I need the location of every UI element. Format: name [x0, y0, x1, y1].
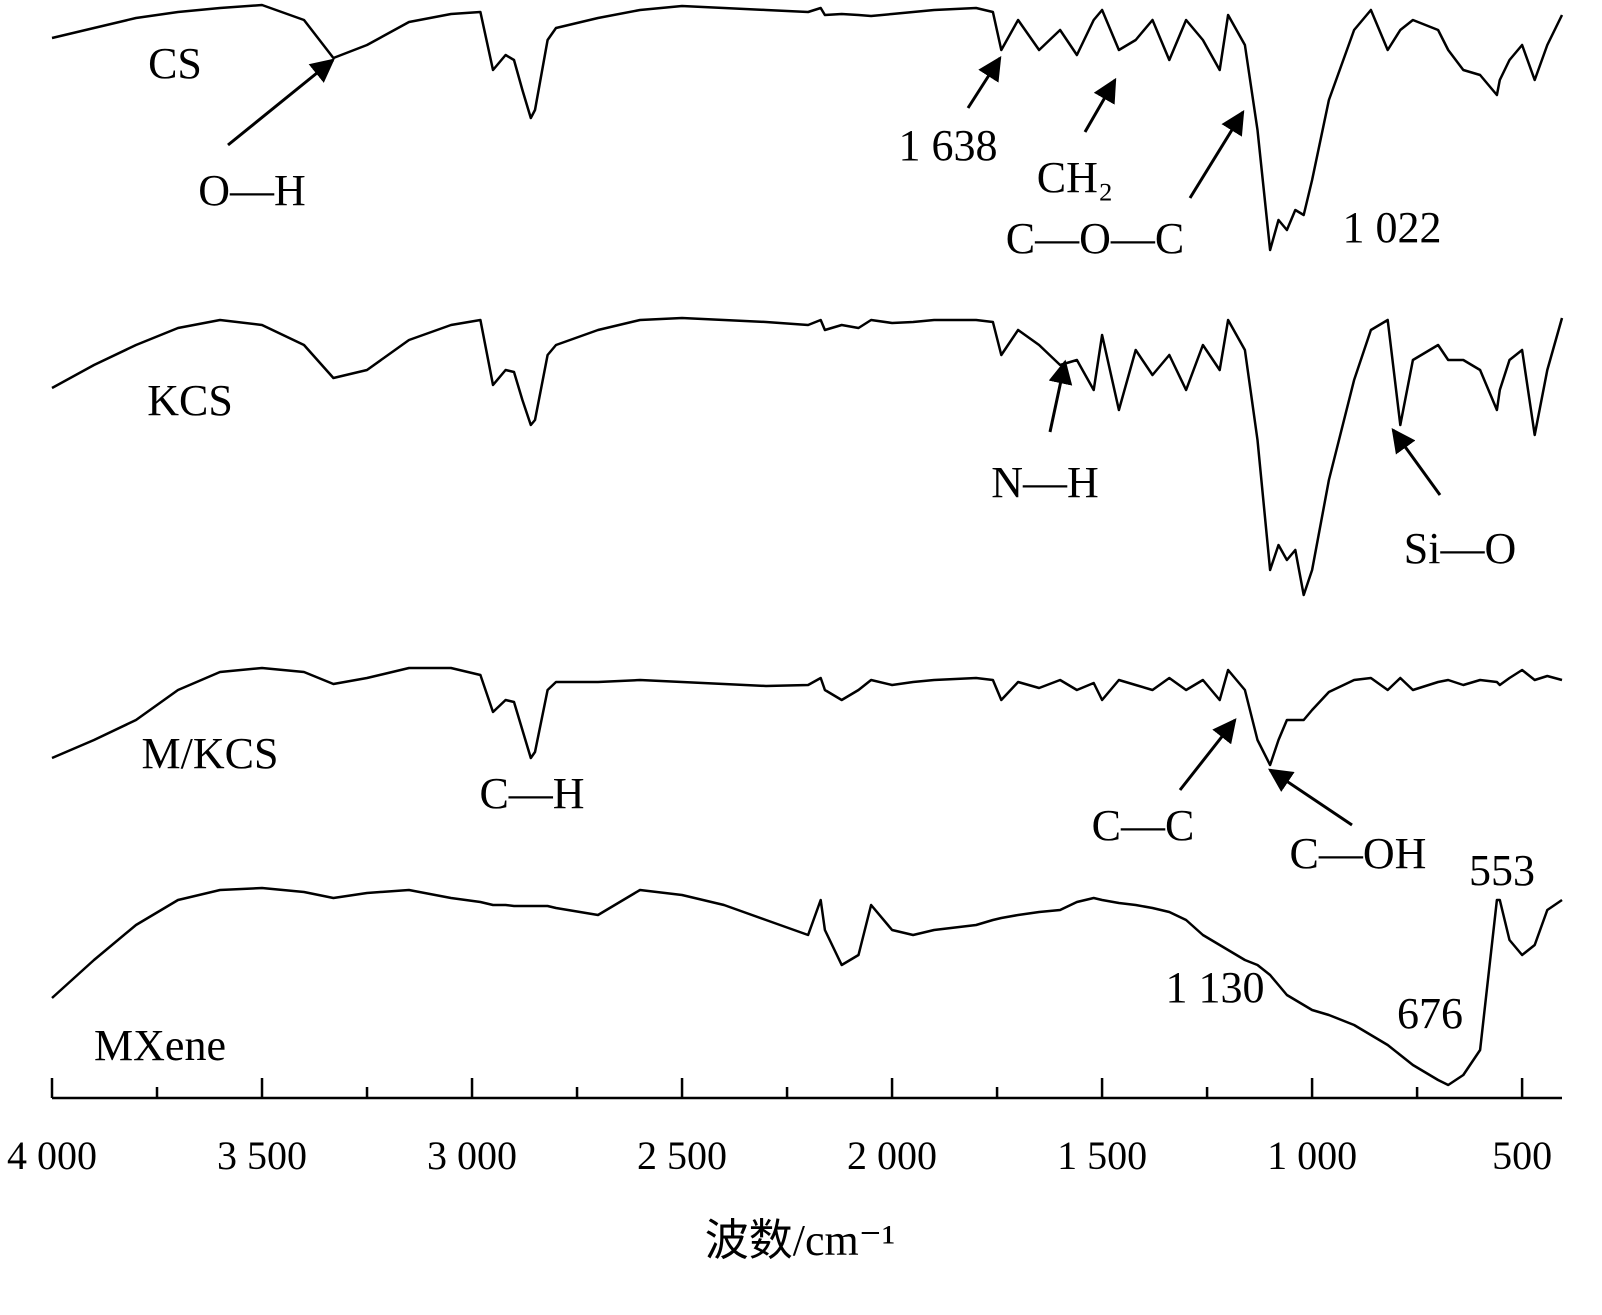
series-label: M/KCS	[142, 729, 279, 778]
series-label: MXene	[94, 1021, 226, 1070]
annotation: C—C	[1092, 801, 1195, 850]
annotation: CH₂	[1037, 153, 1113, 202]
x-tick-label: 2 500	[637, 1133, 727, 1178]
annotation: O—H	[198, 166, 306, 215]
x-axis-title: 波数/cm⁻¹	[705, 1216, 895, 1265]
annotation-arrow	[1178, 718, 1237, 791]
annotation: C—OH	[1290, 829, 1427, 878]
x-tick-label: 2 000	[847, 1133, 937, 1178]
x-tick-label: 500	[1492, 1133, 1552, 1178]
annotation-arrow	[1268, 768, 1353, 827]
annotation: C—O—C	[1006, 214, 1184, 263]
series-label: CS	[148, 39, 202, 88]
annotation: 1 638	[899, 121, 998, 170]
annotation-arrow	[1083, 77, 1117, 133]
spectrum-line	[51, 316, 1564, 597]
x-tick-label: 4 000	[7, 1133, 97, 1178]
annotation-arrow	[1188, 109, 1245, 199]
annotation: N—H	[991, 458, 1099, 507]
annotation: Si—O	[1404, 524, 1516, 573]
annotation-arrow	[1391, 428, 1442, 496]
x-tick-label: 3 000	[427, 1133, 517, 1178]
x-tick-label: 3 500	[217, 1133, 307, 1178]
annotation: 553	[1469, 846, 1535, 895]
annotation: 676	[1397, 989, 1463, 1038]
annotation: C—H	[479, 769, 584, 818]
annotation: 1 022	[1343, 203, 1442, 252]
spectrum-line	[51, 666, 1563, 767]
spectrum-line	[51, 886, 1563, 1087]
annotation-arrow	[227, 58, 335, 147]
x-tick-label: 1 500	[1057, 1133, 1147, 1178]
spectrum-line	[51, 3, 1564, 252]
annotation-arrow	[966, 55, 1002, 109]
series-label: KCS	[147, 376, 233, 425]
x-tick-label: 1 000	[1267, 1133, 1357, 1178]
annotation: 1 130	[1166, 963, 1265, 1012]
annotation-arrow	[1048, 359, 1073, 433]
